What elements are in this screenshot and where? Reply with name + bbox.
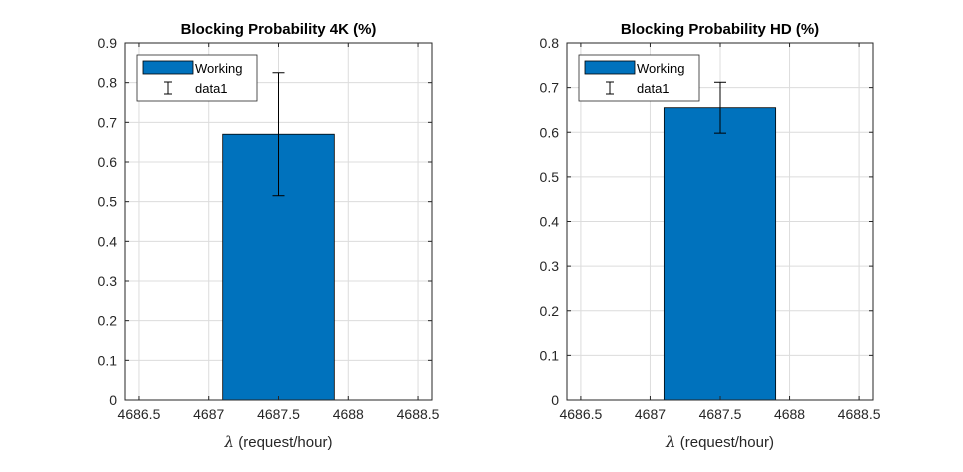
- left-ytick-label: 0.6: [98, 154, 118, 170]
- right-ytick-label: 0.3: [540, 258, 560, 274]
- left-ytick-label: 0.8: [98, 75, 118, 91]
- left-xtick-label: 4687.5: [257, 406, 300, 422]
- left-ytick-label: 0: [109, 392, 117, 408]
- left-ytick-label: 0.1: [98, 352, 118, 368]
- right-legend-label-working: Working: [637, 61, 684, 76]
- left-chart-title: Blocking Probability 4K (%): [181, 21, 377, 38]
- left-ytick-label: 0.9: [98, 35, 118, 51]
- left-legend: Working data1: [136, 54, 258, 102]
- right-ytick-label: 0: [551, 392, 559, 408]
- right-xtick-label: 4686.5: [559, 406, 602, 422]
- right-xtick-label: 4687.5: [699, 406, 742, 422]
- right-xtick-label: 4687: [635, 406, 666, 422]
- left-ytick-label: 0.3: [98, 273, 118, 289]
- left-legend-label-data1: data1: [195, 81, 228, 96]
- right-ytick-label: 0.2: [540, 303, 560, 319]
- left-xtick-label: 4688: [333, 406, 364, 422]
- right-xtick-label: 4688: [774, 406, 805, 422]
- right-ytick-label: 0.6: [540, 124, 560, 140]
- right-ytick-label: 0.7: [540, 80, 560, 96]
- right-ytick-label: 0.5: [540, 169, 560, 185]
- right-xtick-label: 4688.5: [838, 406, 881, 422]
- left-chart: 4686.5 4687 4687.5 4688 4688.5 0 0.1 0.2 0.3 0.4 0…: [98, 21, 440, 451]
- left-ytick-label: 0.5: [98, 194, 118, 210]
- right-ytick-label: 0.8: [540, 35, 560, 51]
- right-chart: 4686.5 4687 4687.5 4688 4688.5 0 0.1 0.2 0.3 0.4 0…: [540, 21, 881, 451]
- left-ytick-label: 0.7: [98, 114, 118, 130]
- left-ytick-label: 0.4: [98, 233, 118, 249]
- right-legend: Working data1: [578, 54, 700, 102]
- right-bar-working: [663, 107, 777, 401]
- left-xtick-label: 4688.5: [397, 406, 440, 422]
- left-legend-label-working: Working: [195, 61, 242, 76]
- left-x-axis-label: λ (request/hour): [224, 433, 333, 451]
- right-legend-label-data1: data1: [637, 81, 670, 96]
- left-xtick-label: 4686.5: [118, 406, 161, 422]
- right-legend-swatch-working: [584, 60, 636, 75]
- right-ytick-label: 0.1: [540, 347, 560, 363]
- left-legend-swatch-working: [142, 60, 194, 75]
- right-chart-title: Blocking Probability HD (%): [621, 21, 819, 38]
- right-x-axis-label: λ (request/hour): [665, 433, 774, 451]
- left-ytick-label: 0.2: [98, 313, 118, 329]
- left-xtick-label: 4687: [193, 406, 224, 422]
- right-ytick-label: 0.4: [540, 214, 560, 230]
